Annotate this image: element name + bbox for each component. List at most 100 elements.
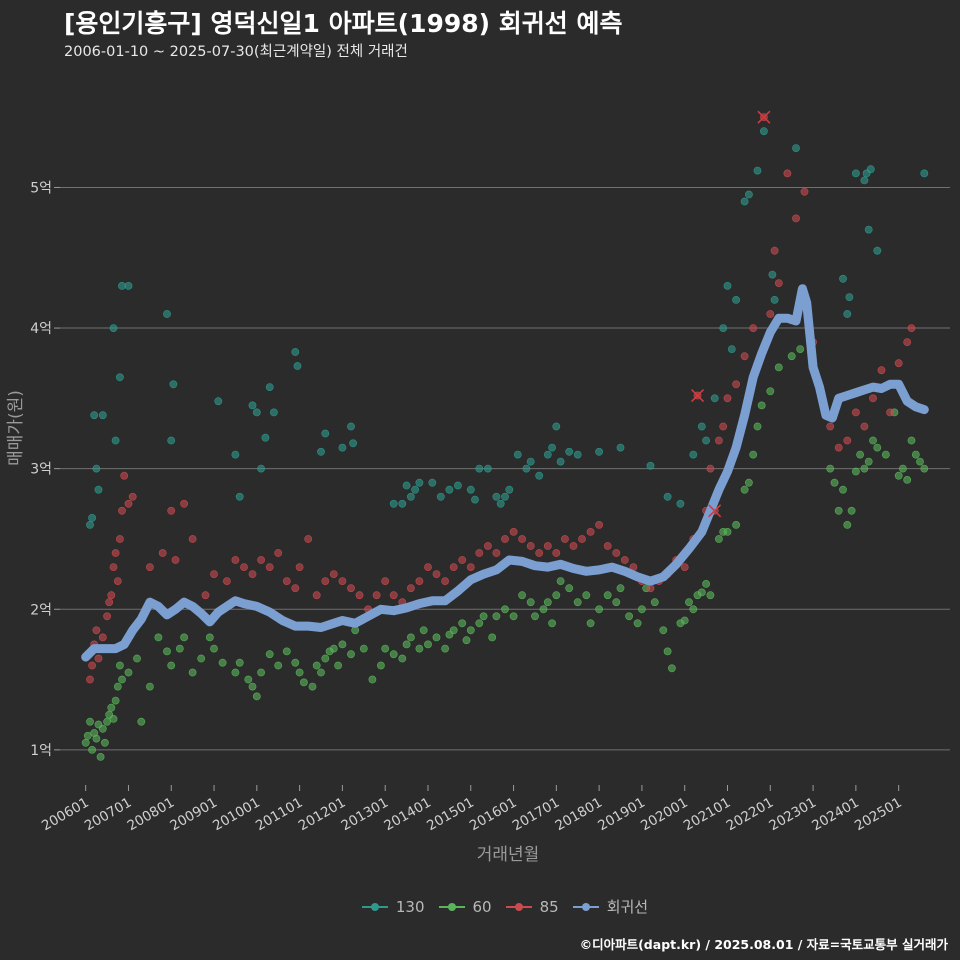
- data-point-60: [449, 626, 458, 635]
- data-point-85: [706, 464, 715, 473]
- data-point-85: [381, 577, 390, 585]
- data-point-60: [774, 363, 783, 372]
- legend-label: 130: [395, 897, 425, 916]
- data-point-130: [727, 345, 736, 353]
- data-point-60: [766, 387, 775, 396]
- data-point-130: [124, 281, 133, 290]
- data-point-85: [282, 577, 291, 585]
- data-point-130: [90, 411, 99, 420]
- data-point-85: [595, 521, 603, 529]
- data-point-85: [903, 338, 912, 346]
- data-point-85: [86, 675, 94, 684]
- data-point-85: [94, 654, 103, 663]
- data-point-60: [479, 612, 488, 621]
- data-point-85: [109, 563, 118, 571]
- legend-key-icon: [438, 901, 465, 913]
- x-tick-label: 201601: [467, 795, 520, 835]
- data-point-130: [111, 436, 120, 445]
- data-point-60: [359, 644, 368, 653]
- data-point-130: [347, 422, 355, 431]
- chart-legend: 130 60 85 회귀선: [0, 896, 960, 917]
- data-point-85: [860, 422, 869, 431]
- data-point-60: [329, 644, 338, 653]
- legend-label: 회귀선: [606, 898, 649, 916]
- legend-key-icon: [505, 901, 532, 913]
- data-point-85: [578, 535, 586, 543]
- data-point-85: [171, 556, 180, 564]
- data-point-130: [676, 499, 685, 508]
- data-point-85: [894, 359, 903, 368]
- data-point-130: [864, 225, 873, 234]
- data-point-60: [757, 401, 766, 410]
- data-point-60: [612, 598, 621, 607]
- x-tick-label: 200601: [39, 795, 92, 835]
- data-point-60: [334, 661, 342, 670]
- data-point-60: [265, 650, 274, 659]
- data-point-85: [518, 535, 526, 543]
- data-point-60: [826, 464, 835, 473]
- data-point-60: [376, 661, 385, 670]
- data-point-130: [663, 492, 672, 501]
- data-point-130: [753, 166, 762, 175]
- data-point-85: [543, 542, 552, 550]
- data-point-85: [766, 310, 775, 318]
- data-point-60: [86, 717, 94, 726]
- data-point-85: [240, 563, 248, 571]
- data-point-85: [415, 577, 424, 585]
- x-tick-label: 201001: [210, 795, 263, 835]
- data-point-60: [881, 450, 890, 459]
- data-point-60: [248, 682, 257, 691]
- data-point-130: [556, 457, 565, 466]
- data-point-60: [916, 457, 924, 466]
- data-point-60: [488, 633, 497, 642]
- data-point-60: [291, 658, 300, 667]
- data-point-60: [81, 738, 90, 747]
- data-point-60: [680, 616, 689, 625]
- x-tick-label: 202501: [852, 795, 905, 835]
- data-point-60: [109, 715, 118, 723]
- data-point-60: [462, 636, 471, 645]
- legend-item: 130: [361, 896, 425, 917]
- data-point-60: [920, 464, 929, 473]
- data-point-85: [107, 591, 116, 600]
- data-point-60: [518, 591, 526, 600]
- data-point-60: [244, 675, 253, 684]
- data-point-60: [381, 644, 390, 653]
- data-point-85: [852, 408, 860, 417]
- data-point-85: [646, 584, 655, 593]
- data-point-130: [719, 324, 728, 332]
- data-point-130: [235, 492, 244, 501]
- data-point-85: [603, 542, 612, 550]
- x-tick-label: 201801: [552, 795, 605, 835]
- data-point-130: [770, 295, 779, 304]
- data-point-85: [118, 506, 126, 515]
- data-point-85: [210, 570, 218, 578]
- data-point-85: [406, 584, 415, 593]
- data-point-130: [866, 165, 875, 174]
- data-point-60: [231, 668, 240, 677]
- data-point-85: [248, 570, 257, 578]
- data-point-85: [329, 570, 338, 578]
- data-point-85: [907, 324, 916, 332]
- data-point-60: [116, 661, 124, 670]
- data-point-60: [501, 605, 509, 614]
- x-tick-label: 201301: [339, 795, 392, 835]
- data-point-85: [124, 499, 133, 508]
- data-point-85: [88, 661, 96, 670]
- data-point-85: [466, 563, 475, 571]
- data-point-85: [509, 528, 518, 536]
- data-point-85: [347, 584, 355, 593]
- data-point-130: [852, 169, 860, 178]
- data-point-60: [218, 658, 227, 667]
- data-point-85: [483, 542, 492, 550]
- data-point-130: [501, 492, 509, 501]
- data-point-130: [428, 478, 437, 487]
- data-point-130: [702, 436, 710, 445]
- data-point-85: [680, 563, 689, 571]
- data-point-85: [552, 549, 561, 557]
- data-point-130: [535, 471, 544, 480]
- data-point-85: [834, 443, 843, 452]
- data-point-130: [269, 408, 278, 417]
- data-point-85: [886, 408, 894, 417]
- data-point-130: [94, 485, 103, 494]
